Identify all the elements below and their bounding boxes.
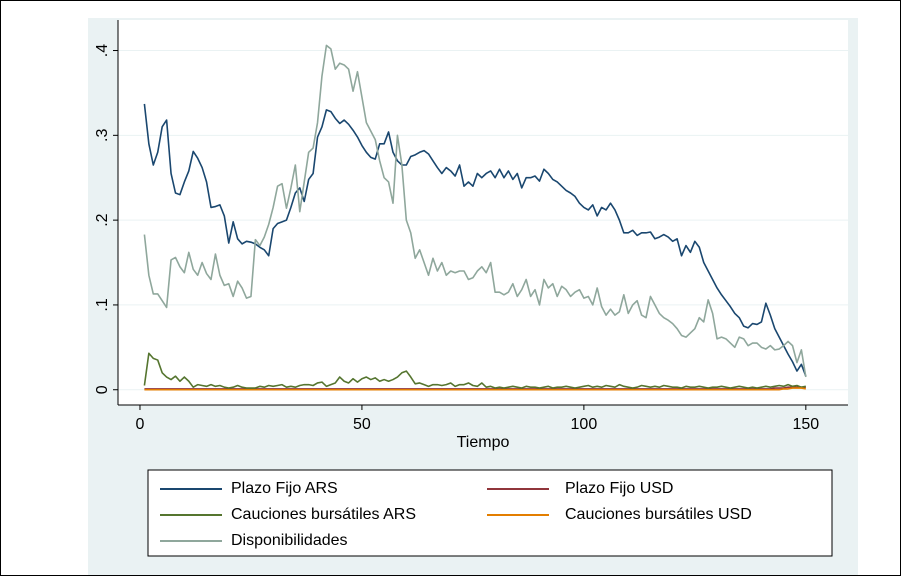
x-tick-label: 150: [792, 416, 819, 433]
legend-label: Plazo Fijo USD: [565, 480, 673, 497]
x-tick-label: 100: [571, 416, 598, 433]
y-tick-label: 0: [94, 385, 111, 394]
series-line: [144, 386, 806, 390]
y-tick-label: .1: [94, 298, 111, 311]
legend-label: Disponibilidades: [231, 532, 348, 549]
y-tick-label: .2: [94, 213, 111, 226]
series-line: [143, 44, 807, 378]
x-axis-title: Tiempo: [457, 434, 510, 451]
series-line: [144, 387, 806, 391]
x-tick-label: 0: [136, 416, 145, 433]
series-line: [143, 352, 806, 389]
legend-label: Cauciones bursátiles ARS: [231, 506, 416, 523]
legend-label: Cauciones bursátiles USD: [565, 506, 752, 523]
legend: [147, 469, 833, 557]
legend-label: Plazo Fijo ARS: [231, 480, 338, 497]
x-tick-label: 50: [353, 416, 371, 433]
y-tick-label: .3: [94, 129, 111, 142]
y-tick-label: .4: [94, 44, 111, 57]
plot-area: [118, 20, 848, 405]
